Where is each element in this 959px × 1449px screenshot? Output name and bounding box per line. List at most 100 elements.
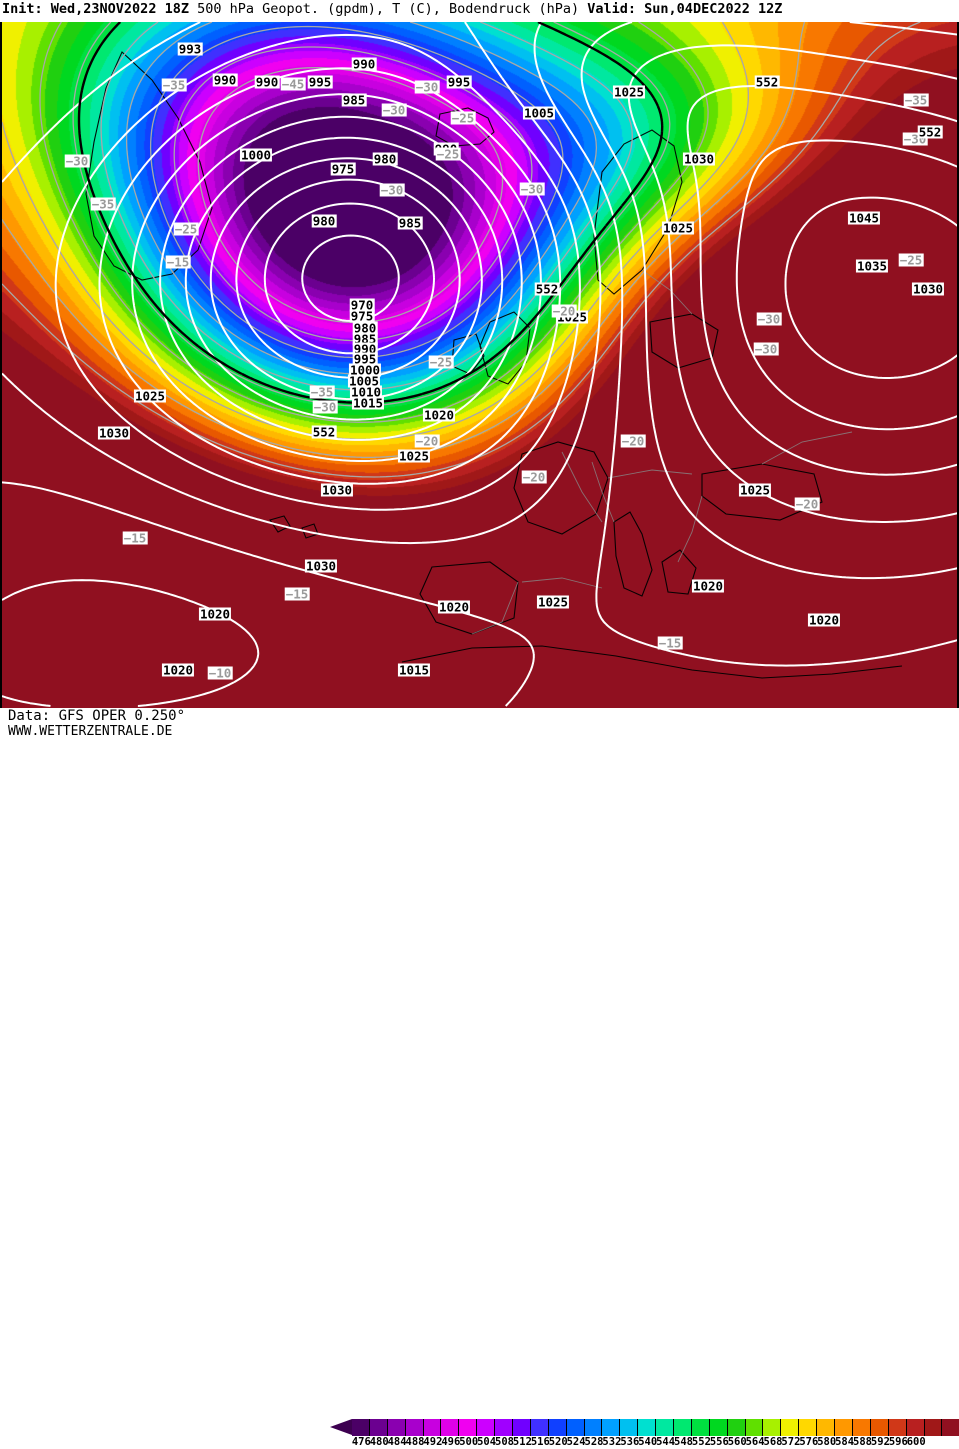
- colorbar-tick: 564: [745, 1436, 765, 1448]
- header-valid-label: Valid:: [587, 1, 637, 17]
- geopotential-shading-canvas: [2, 22, 957, 708]
- colorbar-swatch: [441, 1419, 460, 1436]
- temperature-contour-label: −10: [207, 665, 233, 681]
- temperature-contour-label: −25: [173, 221, 199, 237]
- temperature-contour-label: −15: [657, 635, 683, 651]
- pressure-contour-label: 995: [307, 74, 333, 90]
- colorbar-tick: 520: [548, 1436, 568, 1448]
- temperature-contour-label: −30: [312, 399, 338, 415]
- pressure-contour-label: 990: [351, 56, 377, 72]
- colorbar-swatch: [781, 1419, 800, 1436]
- pressure-contour-label: 985: [341, 92, 367, 108]
- pressure-contour-label: 1030: [911, 281, 945, 297]
- colorbar-tick-labels: 476 480 484 488 492 496 500 504 508 512 516 520 524 5…: [330, 1436, 955, 1449]
- temperature-contour-label: −25: [450, 110, 476, 126]
- coastline-path: [513, 441, 609, 535]
- isobars-level-1000: [131, 93, 542, 462]
- colorbar-tick: 496: [441, 1436, 461, 1448]
- colorbar-swatch: [799, 1419, 818, 1436]
- temperature-contour-label: −15: [284, 586, 310, 602]
- colorbar-tick: 548: [674, 1436, 693, 1448]
- colorbar-swatch: [835, 1419, 853, 1436]
- pressure-contour-label: 970: [349, 297, 375, 313]
- colorbar-swatch: [513, 1419, 531, 1436]
- header-init-label: Init:: [2, 1, 43, 17]
- pressure-contour-label: 995: [446, 74, 472, 90]
- isobars-level-1015: [2, 22, 602, 545]
- chart-footer: Data: GFS OPER 0.250° WWW.WETTERZENTRALE…: [0, 708, 959, 1448]
- pressure-contour-label: 1020: [807, 612, 841, 628]
- colorbar-swatch: [709, 1419, 728, 1436]
- pressure-contour-label: 1020: [691, 578, 725, 594]
- colorbar-tick: 488: [405, 1436, 425, 1448]
- website-text: WWW.WETTERZENTRALE.DE: [8, 724, 173, 739]
- temperature-contour-label: −30: [379, 182, 405, 198]
- pressure-contour-label: 980: [372, 151, 398, 167]
- colorbar-tick: 572: [781, 1436, 801, 1448]
- colorbar-swatches[interactable]: [352, 1419, 959, 1436]
- colorbar-tick: 588: [853, 1436, 872, 1448]
- pressure-contour-label: 1030: [304, 558, 338, 574]
- colorbar-tick: 484: [387, 1436, 407, 1448]
- border-path: [607, 469, 693, 479]
- pressure-contour-label: 990: [212, 72, 238, 88]
- colorbar-swatch: [405, 1419, 424, 1436]
- colorbar-swatch: [548, 1419, 567, 1436]
- colorbar-swatch: [369, 1419, 388, 1436]
- colorbar-tick: 580: [817, 1436, 837, 1448]
- pressure-contour-label: 1005: [347, 373, 381, 389]
- geopotential-contour-label: 552: [534, 281, 560, 297]
- temperature-contour-label: −25: [428, 354, 454, 370]
- pressure-contour-label: 990: [352, 341, 378, 357]
- coastline-path: [269, 515, 291, 533]
- temperature-contour-label: −20: [620, 433, 646, 449]
- colorbar-tick: 476: [351, 1436, 371, 1448]
- pressure-contour-label: 1015: [397, 662, 431, 678]
- colorbar-swatch: [906, 1419, 925, 1436]
- map-contours-overlay: [2, 22, 957, 707]
- isotherms-level--15: [2, 22, 750, 440]
- colorbar-tick: 524: [566, 1436, 586, 1448]
- temperature-contour-label: −15: [165, 254, 191, 270]
- colorbar-tick: 504: [477, 1436, 497, 1448]
- colorbar-tick: 560: [727, 1436, 747, 1448]
- isobars-level-1045: [784, 196, 957, 379]
- header-text-line: Init: Wed,23NOV2022 18Z 500 hPa Geopot. …: [2, 1, 782, 17]
- border-path: [591, 461, 615, 523]
- colorbar-tick: 480: [369, 1436, 389, 1448]
- pressure-contour-label: 980: [311, 213, 337, 229]
- temperature-contour-label: −35: [90, 196, 116, 212]
- pressure-contour-label: 1025: [133, 388, 167, 404]
- coastline-path: [479, 311, 531, 385]
- chart-header: Init: Wed,23NOV2022 18Z 500 hPa Geopot. …: [0, 0, 959, 22]
- temperature-contour-label: −30: [414, 79, 440, 95]
- temperature-contour-label: −20: [794, 496, 820, 512]
- weather-map[interactable]: 993 990 990 995 995 990 985 1005 1025 1030 1025 104…: [0, 22, 959, 708]
- isobars-level-990: [184, 136, 504, 421]
- colorbar-swatch: [477, 1419, 496, 1436]
- isobars-level-985: [209, 157, 483, 401]
- colorbar-tick: 512: [512, 1436, 532, 1448]
- border-path: [561, 451, 603, 523]
- geopotential-contour-label: 552: [917, 124, 943, 140]
- pressure-contour-label: 975: [349, 308, 375, 324]
- colorbar-tick: 556: [709, 1436, 729, 1448]
- pressure-contour-label: 995: [352, 351, 378, 367]
- colorbar-swatch: [638, 1419, 657, 1436]
- isobar-contours-layer: [2, 22, 957, 707]
- isobars-level-1005: [98, 67, 562, 485]
- temperature-contour-label: −30: [753, 341, 779, 357]
- isobars-level-1040: [735, 139, 957, 431]
- colorbar-tick: 596: [888, 1436, 908, 1448]
- header-init-value: Wed,23NOV2022 18Z: [50, 1, 189, 17]
- colorbar-tick: 536: [620, 1436, 640, 1448]
- pressure-contour-label: 1010: [349, 384, 383, 400]
- pressure-contour-label: 1025: [738, 482, 772, 498]
- colorbar[interactable]: 476 480 484 488 492 496 500 504 508 512 516 520 524 5…: [330, 1419, 959, 1449]
- isobars-level-980: [235, 178, 461, 379]
- colorbar-tick: 568: [763, 1436, 783, 1448]
- colorbar-tick: 528: [584, 1436, 604, 1448]
- colorbar-swatch: [566, 1419, 585, 1436]
- coastlines-layer: [85, 51, 903, 679]
